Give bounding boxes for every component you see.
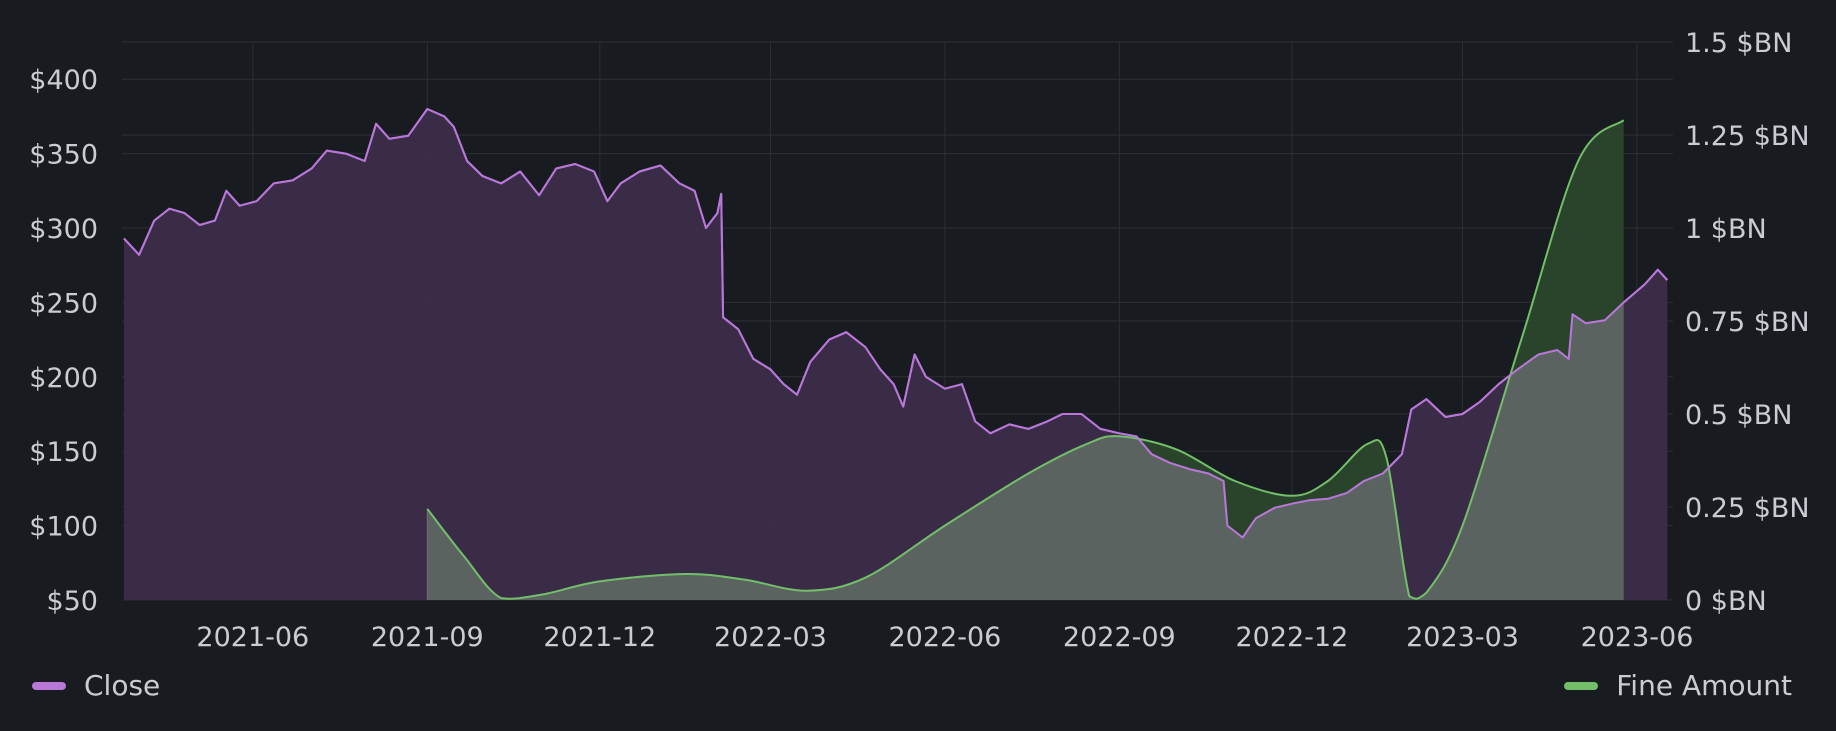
y-left-tick-label: $300 (29, 214, 98, 245)
y-right-tick-label: 1.25 $BN (1685, 121, 1810, 152)
x-tick-label: 2023-03 (1406, 622, 1519, 653)
x-tick-label: 2022-09 (1063, 622, 1176, 653)
y-right-tick-label: 1.5 $BN (1685, 28, 1792, 59)
x-tick-label: 2021-09 (371, 622, 484, 653)
y-left-tick-label: $250 (29, 288, 98, 319)
y-left-tick-label: $200 (29, 363, 98, 394)
y-right-tick-label: 0.25 $BN (1685, 493, 1810, 524)
x-tick-label: 2022-03 (714, 622, 827, 653)
y-right-tick-label: 1 $BN (1685, 214, 1767, 245)
y-right-tick-label: 0.5 $BN (1685, 400, 1792, 431)
legend-swatch-fine-amount (1564, 681, 1599, 690)
y-left-tick-label: $100 (29, 512, 98, 543)
legend-swatch-close (32, 681, 66, 690)
y-left-tick-label: $400 (29, 65, 98, 96)
y-right-tick-label: 0.75 $BN (1685, 307, 1810, 338)
x-tick-label: 2023-06 (1581, 622, 1694, 653)
legend-label-fine-amount: Fine Amount (1616, 669, 1792, 702)
legend-label-close: Close (84, 669, 161, 702)
y-left-tick-label: $150 (29, 437, 98, 468)
x-tick-label: 2022-06 (888, 622, 1001, 653)
y-left-tick-label: $350 (29, 140, 98, 171)
legend-item-close[interactable]: Close (32, 669, 160, 702)
series-overlap-fill (427, 120, 1624, 600)
series-line-fine-amount (426, 119, 1625, 600)
series-area-close (123, 109, 1668, 600)
x-tick-label: 2021-06 (196, 622, 309, 653)
y-left-tick-label: $50 (46, 586, 98, 617)
y-right-tick-label: 0 $BN (1685, 586, 1767, 617)
series-line-close-top (123, 108, 1669, 539)
x-tick-label: 2022-12 (1235, 622, 1348, 653)
legend-item-fine-amount[interactable]: Fine Amount (1564, 669, 1792, 702)
x-tick-label: 2021-12 (543, 622, 656, 653)
